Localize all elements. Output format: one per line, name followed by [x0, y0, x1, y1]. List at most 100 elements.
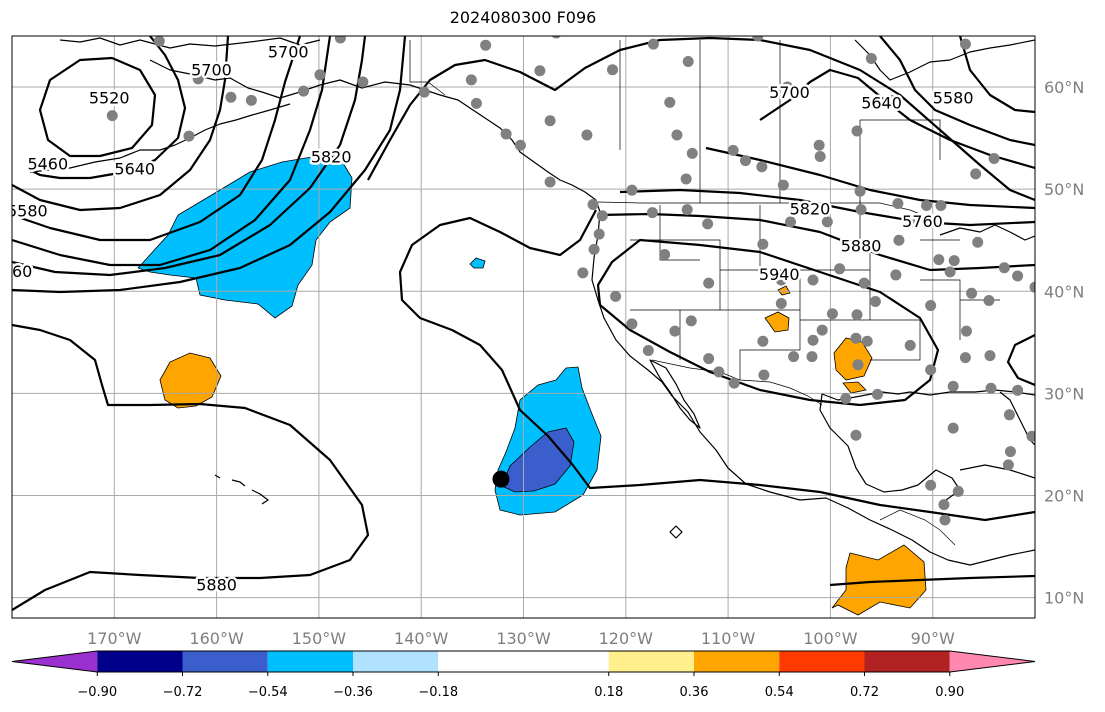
station-dot — [610, 290, 622, 302]
station-dot — [757, 238, 769, 250]
border-us-canada — [597, 201, 941, 223]
contour-label-halo: 5640 — [114, 160, 155, 179]
coastline-great-lakes — [939, 224, 1035, 241]
station-dot — [998, 262, 1010, 274]
station-dot — [686, 147, 698, 159]
graticule — [12, 36, 1035, 618]
contour-label-halo: 5580 — [933, 88, 974, 107]
contour-label-5580: 5580 — [7, 202, 48, 221]
contour-label-halo: 5580 — [7, 202, 48, 221]
lon-label-5: 120°W — [599, 629, 654, 648]
station-dot — [500, 128, 512, 140]
station-dot — [739, 155, 751, 167]
station-dot — [1004, 446, 1016, 458]
station-dot — [756, 161, 768, 173]
contour-5580-west — [12, 36, 230, 212]
map-title: 2024080300 F096 — [449, 8, 597, 27]
lat-label-5: 10°N — [1044, 589, 1084, 608]
lon-label-7: 100°W — [803, 629, 858, 648]
contour-5640-west — [12, 36, 302, 242]
station-dot — [702, 218, 714, 230]
lon-label-4: 130°W — [496, 629, 551, 648]
station-dot — [682, 56, 694, 68]
station-dot — [758, 369, 770, 381]
contour-low-florida — [1006, 334, 1035, 387]
station-dot — [938, 499, 950, 511]
station-dot — [807, 274, 819, 286]
station-dot — [806, 351, 818, 363]
contour-label-layer: 5460546055205520558055805640564057005700… — [0, 40, 976, 597]
anomaly-region-gulf-of-alaska — [137, 155, 353, 319]
coastline-baja — [649, 359, 701, 429]
anomaly-region-texas — [833, 337, 873, 381]
contour-label-halo: 5640 — [861, 93, 902, 112]
station-dot — [781, 81, 793, 93]
contour-5880-subtropical — [12, 323, 370, 611]
contour-5700-west — [12, 36, 332, 267]
station-dot — [480, 39, 492, 51]
station-dot — [948, 255, 960, 267]
colorbar-bin-1 — [97, 651, 183, 672]
contour-5940 — [596, 238, 940, 407]
contour-5880-southeast — [829, 574, 1035, 587]
station-dot — [192, 73, 204, 85]
border-states — [630, 200, 1000, 380]
station-dot — [952, 485, 964, 497]
lat-label-4: 20°N — [1044, 486, 1084, 505]
station-dot — [985, 382, 997, 394]
station-dot — [869, 295, 881, 307]
contour-label-5580: 5580 — [933, 88, 974, 107]
colorbar-tick-label: −0.54 — [248, 685, 288, 700]
contour-label-halo: 5820 — [790, 200, 831, 219]
contour-label-5940: 5940 — [759, 265, 800, 284]
station-dot — [1029, 281, 1035, 293]
lon-label-1: 160°W — [189, 629, 244, 648]
station-dot — [1002, 459, 1014, 471]
contour-label-5760: 5760 — [0, 262, 32, 281]
station-dot — [647, 38, 659, 50]
anomaly-region-small-west — [469, 257, 486, 269]
map-frame — [11, 35, 1036, 619]
station-dot — [850, 429, 862, 441]
station-dot — [1026, 430, 1035, 442]
station-dot — [334, 36, 346, 44]
station-dot — [659, 249, 671, 261]
contour-label-halo: 5940 — [759, 265, 800, 284]
coastline-west-us — [591, 211, 1035, 566]
station-dot — [871, 388, 883, 400]
contour-label-5880: 5880 — [196, 575, 237, 594]
station-dot — [944, 266, 956, 278]
station-dot — [890, 269, 902, 281]
border-us-mexico — [651, 359, 823, 406]
lon-label-2: 150°W — [292, 629, 347, 648]
station-dot — [788, 351, 800, 363]
station-dot — [727, 144, 739, 156]
station-dot — [807, 334, 819, 346]
station-dot — [587, 198, 599, 210]
station-dot — [728, 377, 740, 389]
coastline-hawaii — [214, 474, 269, 505]
contour-label-halo: 5460 — [27, 155, 68, 174]
station-dot — [357, 76, 369, 88]
contour-label-5880: 5880 — [841, 236, 882, 255]
contour-5820-central — [367, 36, 1035, 202]
station-dot — [626, 184, 638, 196]
contour-label-5820: 5820 — [790, 200, 831, 219]
station-dot — [703, 277, 715, 289]
station-dot — [947, 422, 959, 434]
contour-5520-west — [29, 36, 187, 180]
station-dot — [935, 199, 947, 211]
contour-5880-pacific-ridge — [398, 209, 1035, 522]
station-dot — [669, 325, 681, 337]
station-dot — [593, 228, 605, 240]
contour-5580-east — [958, 36, 1035, 114]
colorbar-tick-label: 0.54 — [765, 685, 794, 700]
lat-label-3: 30°N — [1044, 384, 1084, 403]
station-dot — [865, 52, 877, 64]
lon-label-6: 110°W — [701, 629, 756, 648]
colorbar-bin-6 — [608, 651, 694, 672]
station-dot — [626, 318, 638, 330]
anomaly-region-rockies — [777, 285, 791, 296]
colorbar-tick-label: −0.18 — [418, 685, 458, 700]
station-dot — [1012, 384, 1024, 396]
